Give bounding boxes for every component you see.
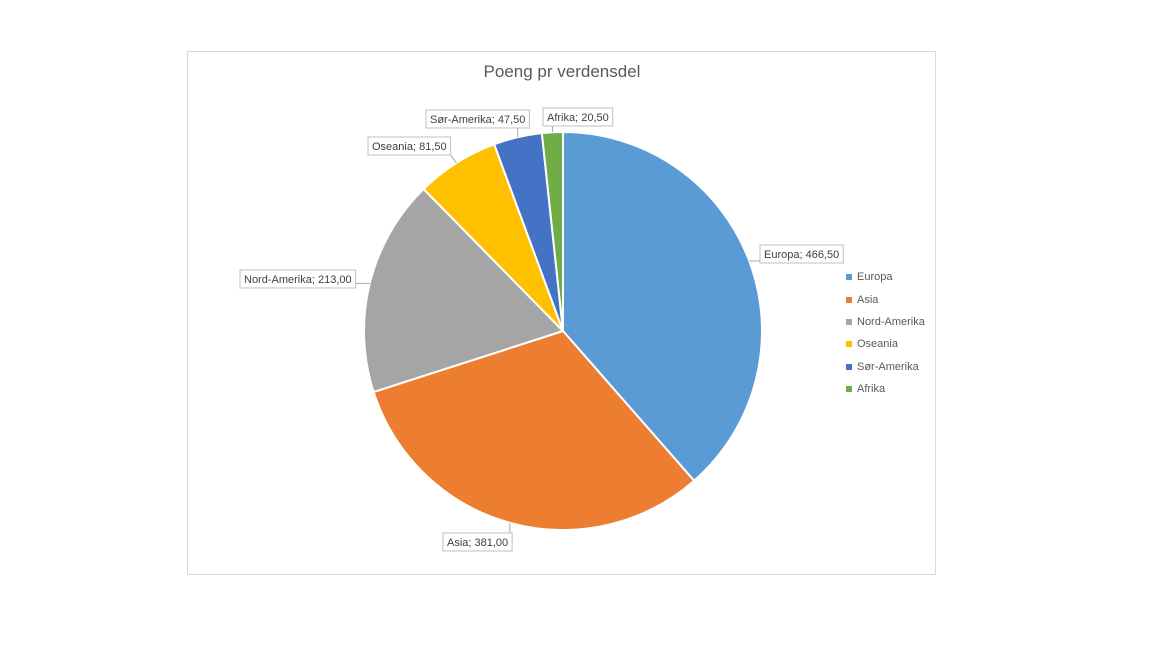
- legend-swatch: [846, 274, 852, 281]
- data-label-nord-amerika: Nord-Amerika; 213,00: [239, 269, 357, 289]
- legend-label: Afrika: [857, 383, 886, 396]
- legend-item-nord-amerika: Nord-Amerika: [846, 311, 936, 333]
- legend-swatch: [846, 341, 852, 348]
- data-label-oseania: Oseania; 81,50: [367, 136, 452, 156]
- leader-line: [450, 154, 457, 164]
- legend-label: Sør-Amerika: [857, 360, 919, 373]
- pie-slice-asia: [372, 329, 696, 531]
- legend-label: Nord-Amerika: [857, 315, 925, 328]
- pie-slice-europa: [562, 130, 763, 483]
- legend-item-afrika: Afrika: [846, 378, 936, 400]
- legend-label: Asia: [857, 293, 879, 306]
- legend-label: Oseania: [857, 338, 898, 351]
- data-label-asia: Asia; 381,00: [442, 532, 513, 552]
- svg-text:Nord-Amerika; 213,00: Nord-Amerika; 213,00: [244, 274, 352, 286]
- svg-text:Afrika; 20,50: Afrika; 20,50: [547, 112, 609, 124]
- svg-text:Sør-Amerika; 47,50: Sør-Amerika; 47,50: [430, 114, 525, 126]
- data-label-s-r-amerika: Sør-Amerika; 47,50: [425, 109, 530, 129]
- legend-swatch: [846, 296, 852, 303]
- svg-text:Oseania; 81,50: Oseania; 81,50: [372, 141, 447, 153]
- legend-item-europa: Europa: [846, 266, 936, 288]
- chart-title: Poeng pr verdensdel: [483, 62, 641, 81]
- data-label-afrika: Afrika; 20,50: [542, 107, 614, 127]
- svg-text:Asia; 381,00: Asia; 381,00: [447, 537, 508, 549]
- legend-swatch: [846, 363, 852, 370]
- chart-legend: Europa Asia Nord-Amerika Oseania Sør-Amerika…: [846, 266, 936, 400]
- legend-swatch: [846, 386, 852, 393]
- legend-item-s-r-amerika: Sør-Amerika: [846, 356, 936, 378]
- svg-text:Europa; 466,50: Europa; 466,50: [764, 249, 839, 261]
- legend-label: Europa: [857, 271, 893, 284]
- legend-swatch: [846, 318, 852, 325]
- legend-item-oseania: Oseania: [846, 333, 936, 355]
- data-label-europa: Europa; 466,50: [759, 244, 844, 264]
- pie-slice-nord-amerika: [363, 187, 565, 394]
- legend-item-asia: Asia: [846, 288, 936, 310]
